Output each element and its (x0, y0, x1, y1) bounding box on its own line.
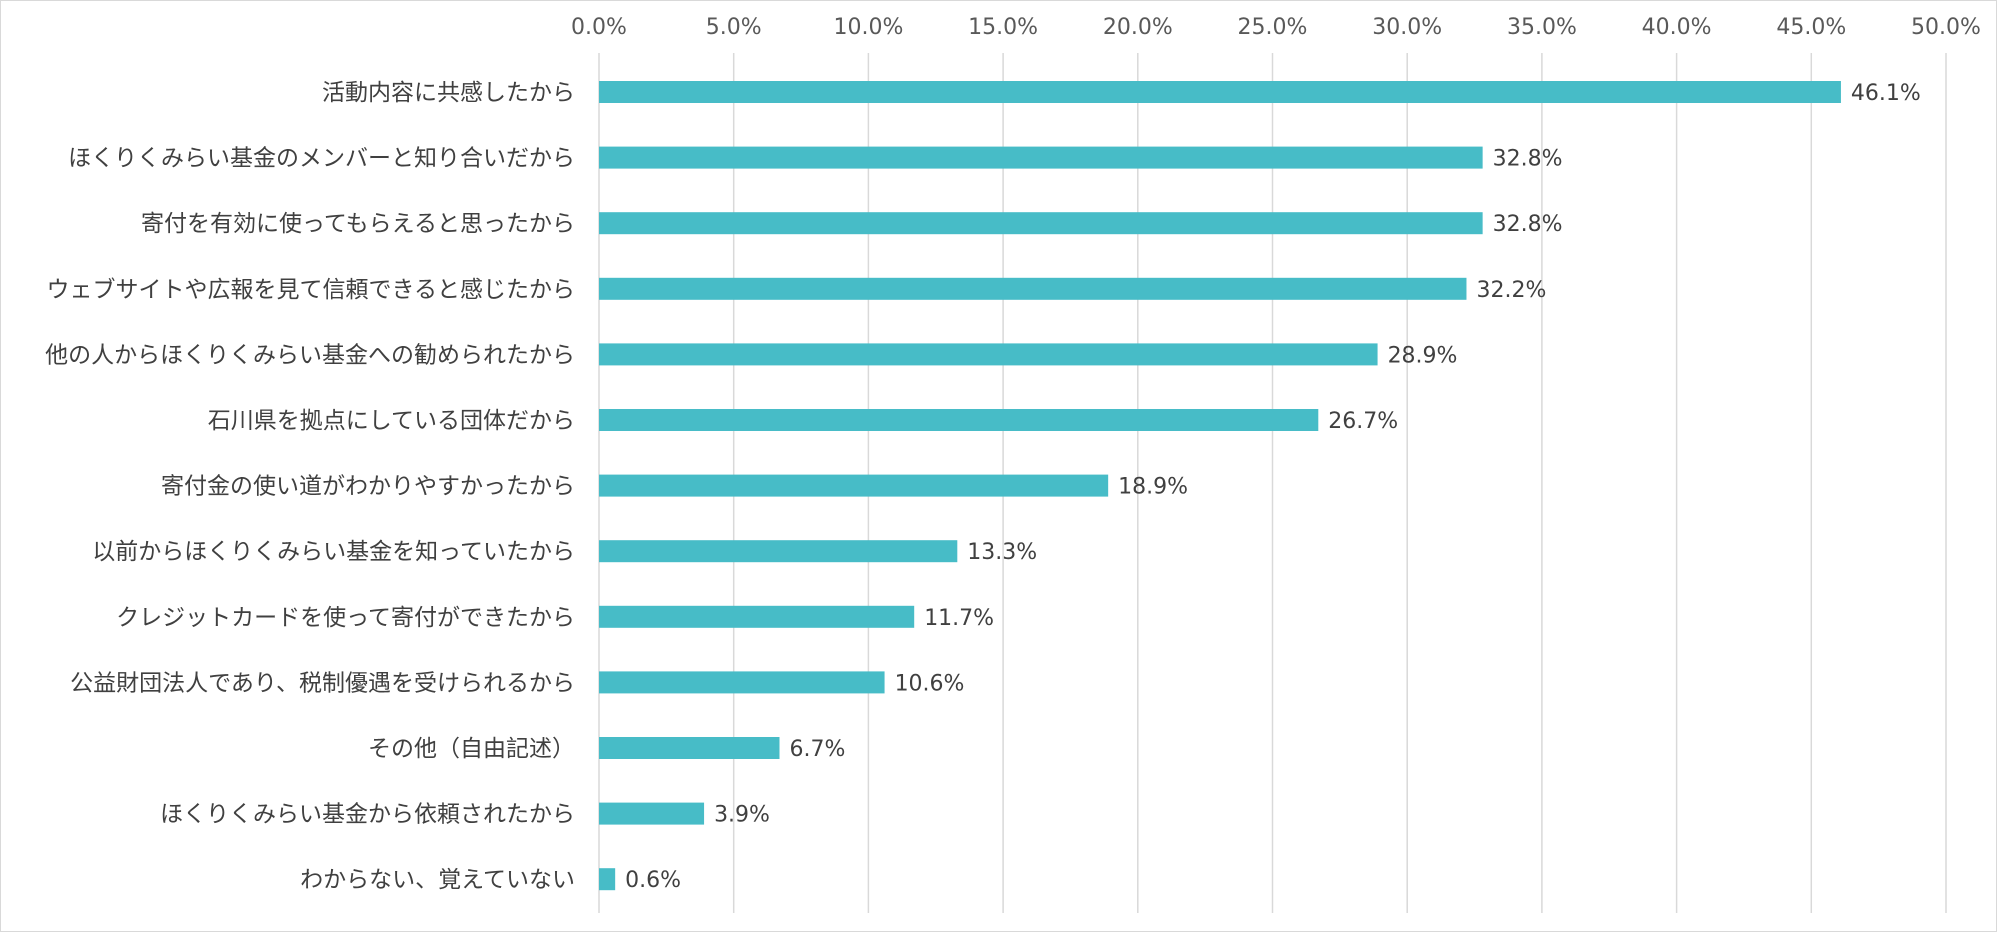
data-labels: 46.1% 32.8% 32.8% 32.2% 28.9% 26.7% 18.9% 13.3%… (625, 81, 1921, 893)
category-label: 寄付を有効に使ってもらえると思ったから (141, 211, 575, 237)
category-label: 石川県を拠点にしている団体だから (208, 408, 575, 434)
bar (599, 540, 958, 563)
bar (599, 868, 616, 891)
bars (599, 81, 1841, 891)
data-label: 6.7% (789, 737, 845, 762)
x-tick-label: 45.0% (1776, 15, 1846, 40)
data-label: 10.6% (895, 671, 965, 696)
category-label: 寄付金の使い道がわかりやすかったから (161, 474, 575, 500)
category-label: わからない、覚えていない (300, 867, 575, 893)
category-label: クレジットカードを使って寄付ができたから (116, 605, 575, 631)
x-tick-label: 0.0% (571, 15, 627, 40)
x-tick-label: 20.0% (1103, 15, 1173, 40)
bar (599, 737, 780, 759)
bar (599, 343, 1378, 366)
data-label: 26.7% (1328, 409, 1398, 434)
category-label: その他（自由記述） (368, 736, 575, 762)
data-label: 11.7% (924, 606, 994, 631)
category-label: ウェブサイトや広報を見て信頼できると感じたから (46, 277, 575, 303)
data-label: 0.6% (625, 868, 681, 893)
bar (599, 671, 885, 694)
bar (599, 409, 1319, 431)
category-label: ほくりくみらい基金のメンバーと知り合いだから (68, 146, 575, 172)
x-axis-tick-labels: 0.0% 5.0% 10.0% 15.0% 20.0% 25.0% 30.0% 35.0% 40… (571, 15, 1981, 40)
bar (599, 277, 1467, 300)
data-label: 32.8% (1493, 147, 1563, 172)
data-label: 18.9% (1118, 475, 1188, 500)
category-label: 活動内容に共感したから (322, 80, 575, 106)
x-tick-label: 5.0% (706, 15, 762, 40)
category-label: ほくりくみらい基金から依頼されたから (160, 802, 575, 828)
bar (599, 146, 1483, 169)
data-label: 28.9% (1388, 343, 1458, 368)
bar (599, 212, 1483, 235)
data-label: 32.8% (1493, 212, 1563, 237)
bar (599, 605, 915, 628)
x-tick-label: 35.0% (1507, 15, 1577, 40)
gridlines (598, 53, 1947, 913)
x-tick-label: 25.0% (1238, 15, 1308, 40)
category-label: 公益財団法人であり、税制優遇を受けられるから (70, 670, 575, 696)
x-tick-label: 10.0% (833, 15, 903, 40)
data-label: 46.1% (1851, 81, 1921, 106)
bar (599, 81, 1841, 103)
bar (599, 474, 1109, 497)
x-tick-label: 15.0% (968, 15, 1038, 40)
x-tick-label: 30.0% (1372, 15, 1442, 40)
category-labels: 活動内容に共感したからほくりくみらい基金のメンバーと知り合いだから寄付を有効に使… (45, 80, 575, 893)
data-label: 32.2% (1476, 278, 1546, 303)
category-label: 他の人からほくりくみらい基金への勧められたから (45, 342, 575, 368)
x-tick-label: 50.0% (1911, 15, 1981, 40)
category-label: 以前からほくりくみらい基金を知っていたから (92, 539, 575, 565)
bar (599, 802, 705, 825)
data-label: 3.9% (714, 803, 770, 828)
x-tick-label: 40.0% (1642, 15, 1712, 40)
data-label: 13.3% (967, 540, 1037, 565)
